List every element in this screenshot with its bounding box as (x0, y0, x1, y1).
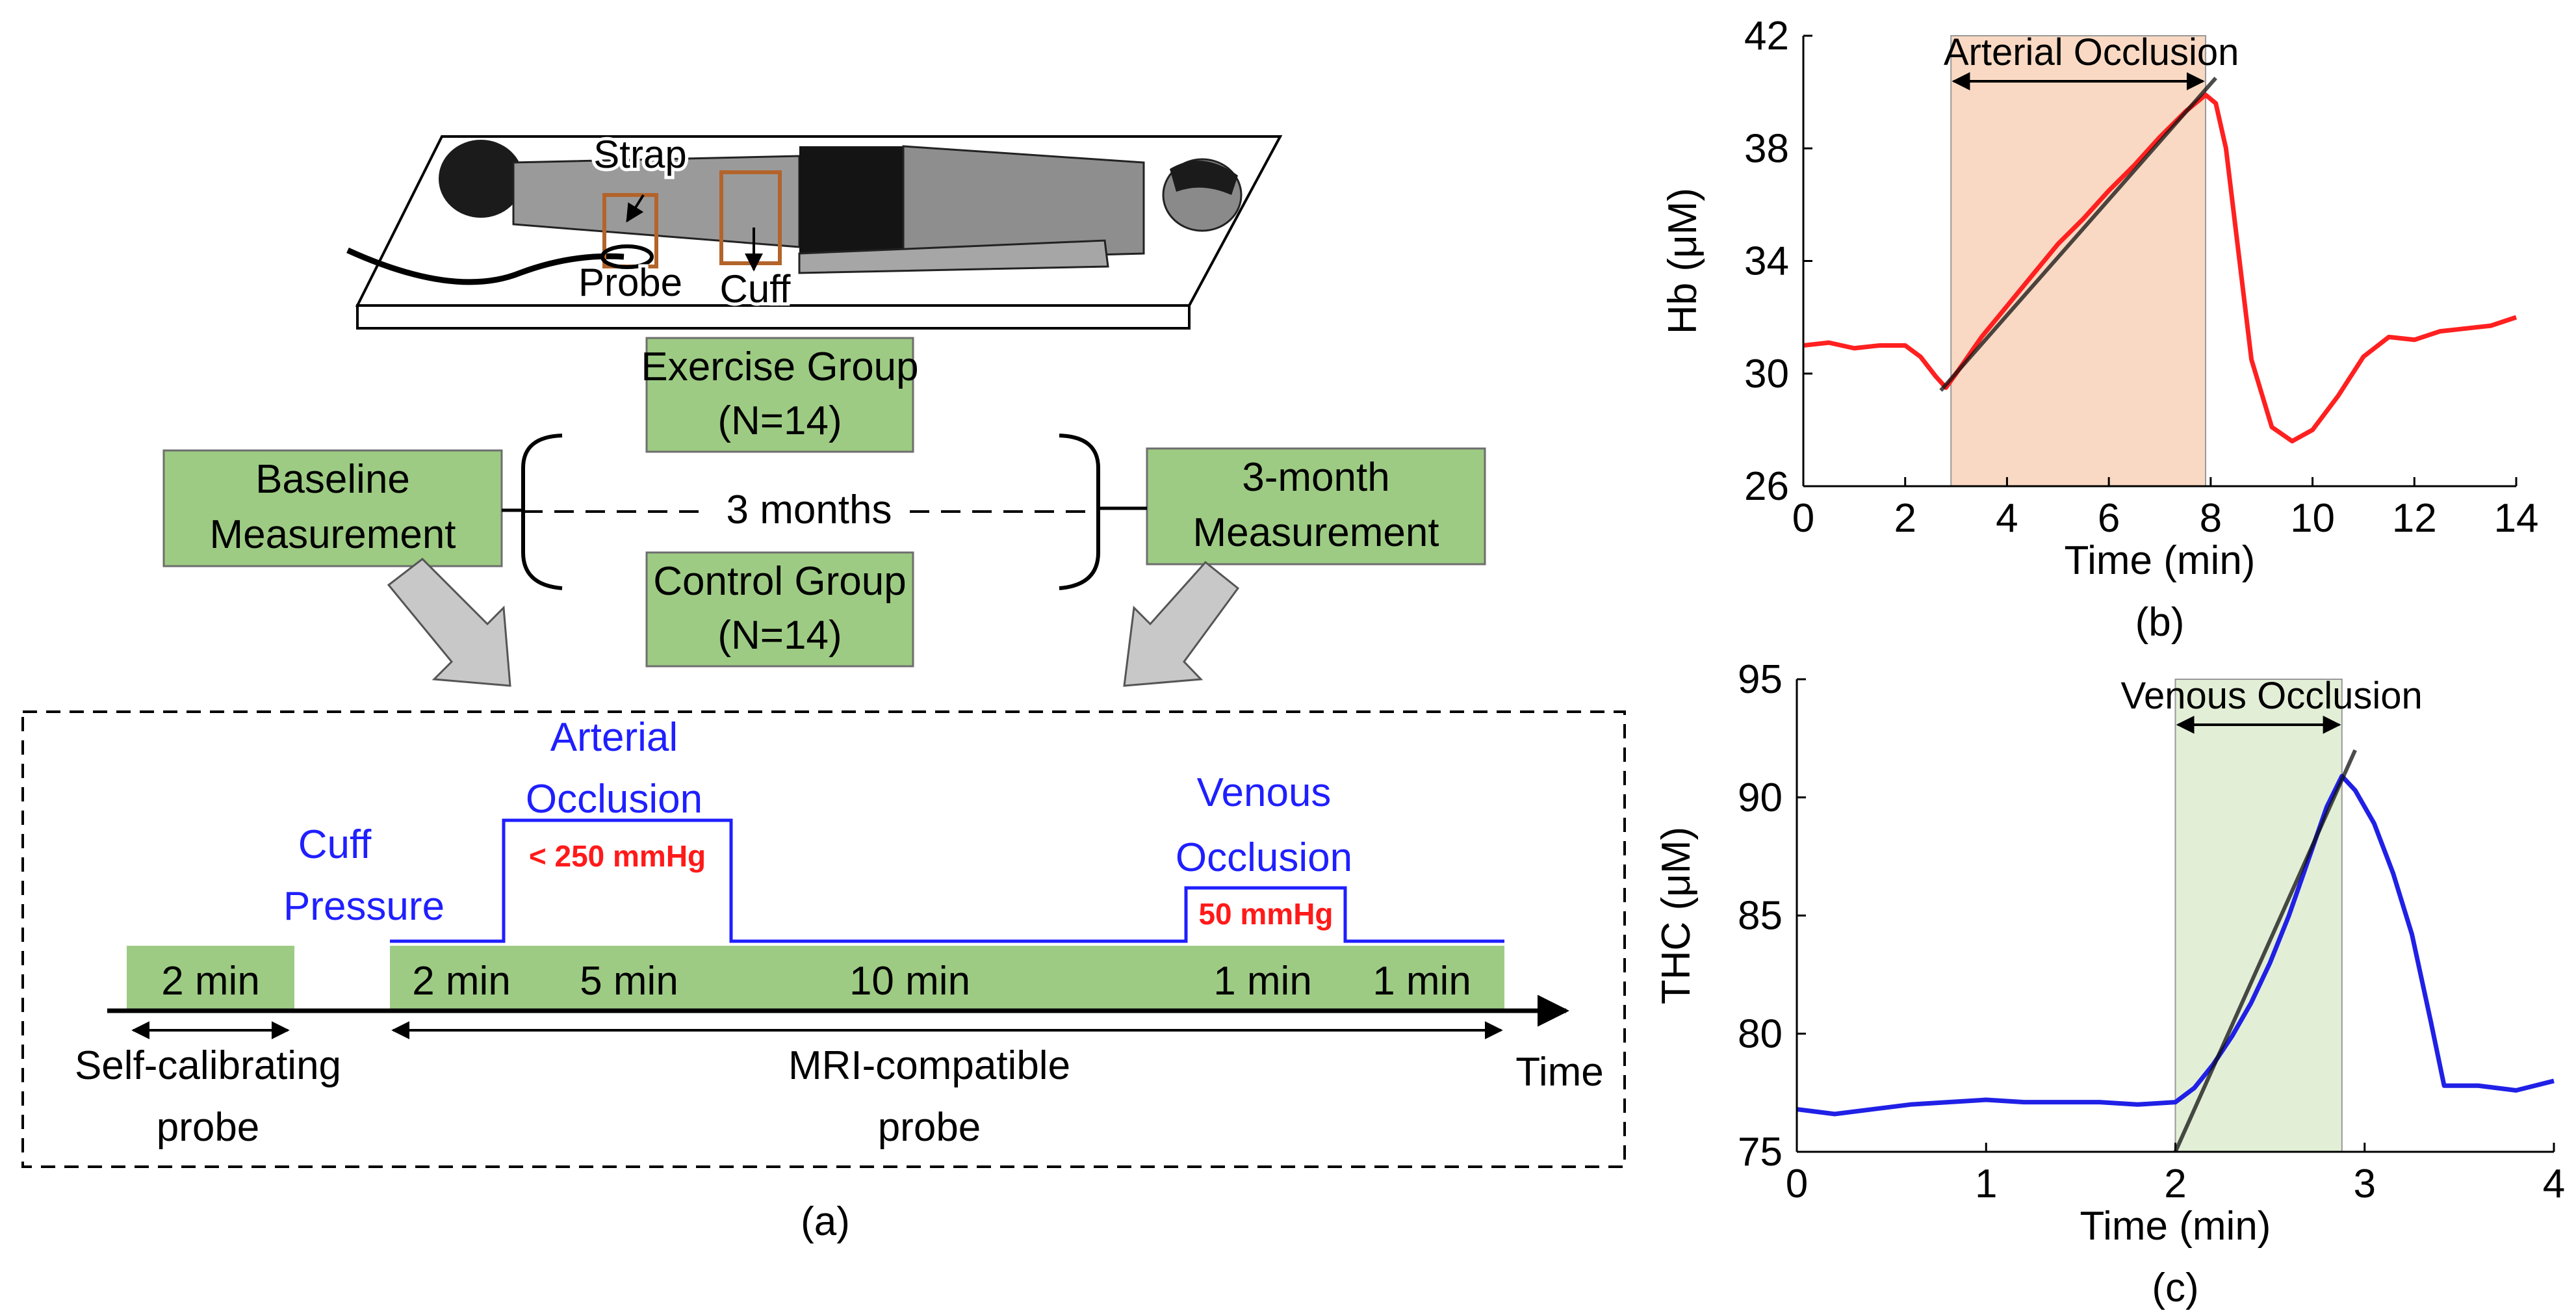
hb-chart: Arterial Occlusion 0 2 4 6 8 10 12 14 26 30 34 38 42 T… (1660, 14, 2538, 645)
thc-occlusion-label: Venous Occlusion (2121, 675, 2423, 717)
baseline-line1: Baseline (255, 457, 410, 502)
hb-x-tick-label: 14 (2494, 496, 2539, 541)
arterial-occlusion-line1: Arterial (550, 715, 678, 760)
hb-y-tick-label: 30 (1744, 352, 1789, 396)
thc-x-tick-label: 2 (2164, 1162, 2186, 1206)
segment-label-1: 2 min (161, 959, 260, 1004)
segment-label-2: 2 min (412, 959, 511, 1004)
exam-table-edge (356, 304, 1191, 330)
hb-y-tick-label: 26 (1744, 464, 1789, 509)
time-axis-label: Time (1515, 1050, 1603, 1095)
patient-torso (902, 145, 1145, 261)
patient-arm (798, 239, 1109, 274)
thc-fit-line (2173, 749, 2357, 1153)
exercise-group-box: Exercise Group (N=14) (641, 337, 919, 453)
exercise-group-line1: Exercise Group (641, 344, 918, 389)
self-cal-line1: Self-calibrating (75, 1043, 341, 1088)
patient-hair (1170, 161, 1238, 195)
left-bracket (521, 434, 563, 590)
thc-caption: (c) (2152, 1266, 2198, 1310)
thc-series-line (1796, 774, 2555, 1117)
control-group-box: Control Group (N=14) (645, 551, 914, 668)
self-cal-segment (127, 946, 294, 1011)
thc-x-tick-label: 3 (2354, 1162, 2376, 1206)
thc-y-tick-label: 85 (1738, 894, 1783, 939)
hb-x-tick-label: 2 (1894, 496, 1916, 541)
probe-marker (600, 244, 654, 269)
baseline-measurement-box: Baseline Measurement (162, 449, 503, 567)
probe-cable (346, 247, 625, 285)
interval-label: 3 months (726, 488, 892, 532)
segment-label-6: 1 min (1372, 959, 1471, 1004)
hb-occlusion-region (1950, 35, 2207, 487)
control-group-line1: Control Group (653, 559, 906, 604)
thc-x-tick-label: 0 (1786, 1162, 1808, 1206)
segment-label-4: 10 min (849, 959, 970, 1004)
hb-x-axis-label: Time (min) (2065, 538, 2256, 583)
probe-label: Probe (578, 261, 682, 304)
self-cal-line2: probe (157, 1105, 260, 1150)
hb-fit-line (1939, 76, 2217, 392)
mri-line1: MRI-compatible (788, 1043, 1070, 1088)
strap-label: Strap (593, 133, 686, 176)
hb-y-tick-label: 42 (1744, 14, 1789, 58)
thc-x-tick-label: 4 (2543, 1162, 2565, 1206)
exercise-group-line2: (N=14) (717, 398, 842, 443)
thc-occlusion-region (2174, 679, 2343, 1152)
cuff-label: Cuff (720, 267, 791, 311)
arterial-pressure-label: < 250 mmHg (529, 839, 706, 873)
patient-feet (439, 140, 523, 218)
hb-y-axis-label: Hb (μM) (1660, 188, 1705, 334)
hb-x-tick-label: 10 (2290, 496, 2335, 541)
hb-y-tick-label: 38 (1744, 126, 1789, 171)
venous-occlusion-line2: Occlusion (1176, 835, 1352, 880)
cuff-pressure-trace (390, 818, 1504, 943)
followup-line1: 3-month (1242, 455, 1389, 500)
baseline-down-arrow (387, 558, 511, 687)
arterial-occlusion-line2: Occlusion (526, 777, 702, 822)
thc-chart: Venous Occlusion 0 1 2 3 4 75 80 85 90 95 Time (min… (1654, 657, 2565, 1310)
panel-a: Strap Probe Cuff Exercise Group (N=14) C… (21, 129, 1626, 1244)
thc-x-tick-label: 1 (1975, 1162, 1997, 1206)
cuff-pressure-line1: Cuff (298, 822, 372, 867)
control-group-line2: (N=14) (717, 613, 842, 658)
right-bracket (1059, 434, 1100, 590)
patient-illustration: Strap Probe Cuff (346, 129, 1283, 330)
baseline-line2: Measurement (209, 512, 456, 557)
hb-x-tick-label: 8 (2200, 496, 2222, 541)
hb-caption: (b) (2135, 600, 2185, 645)
mri-line2: probe (878, 1105, 981, 1150)
patient-shorts (799, 146, 910, 254)
thc-y-tick-label: 95 (1738, 657, 1783, 702)
strap-pointer (626, 194, 645, 223)
followup-line2: Measurement (1192, 510, 1439, 555)
followup-down-arrow (1123, 560, 1240, 687)
followup-measurement-box: 3-month Measurement (1146, 447, 1486, 566)
cuff-pressure-line2: Pressure (283, 884, 444, 929)
segment-label-5: 1 min (1213, 959, 1312, 1004)
protocol-frame (21, 710, 1626, 1168)
hb-y-tick-label: 34 (1744, 239, 1789, 284)
thc-y-tick-label: 75 (1738, 1130, 1783, 1175)
hb-x-tick-label: 6 (2098, 496, 2120, 541)
venous-occlusion-line1: Venous (1197, 770, 1332, 815)
hb-x-tick-label: 4 (1996, 496, 2018, 541)
hb-occlusion-label: Arterial Occlusion (1944, 31, 2239, 73)
thc-y-tick-label: 90 (1738, 775, 1783, 820)
hb-x-tick-label: 12 (2392, 496, 2437, 541)
thc-y-tick-label: 80 (1738, 1011, 1783, 1056)
panel-a-caption: (a) (801, 1199, 850, 1244)
venous-pressure-label: 50 mmHg (1198, 897, 1333, 931)
mri-segment (390, 946, 1504, 1011)
segment-label-3: 5 min (580, 959, 678, 1004)
thc-y-axis-label: THC (μM) (1654, 827, 1699, 1004)
hb-x-tick-label: 0 (1792, 496, 1814, 541)
thc-x-axis-label: Time (min) (2080, 1204, 2271, 1249)
